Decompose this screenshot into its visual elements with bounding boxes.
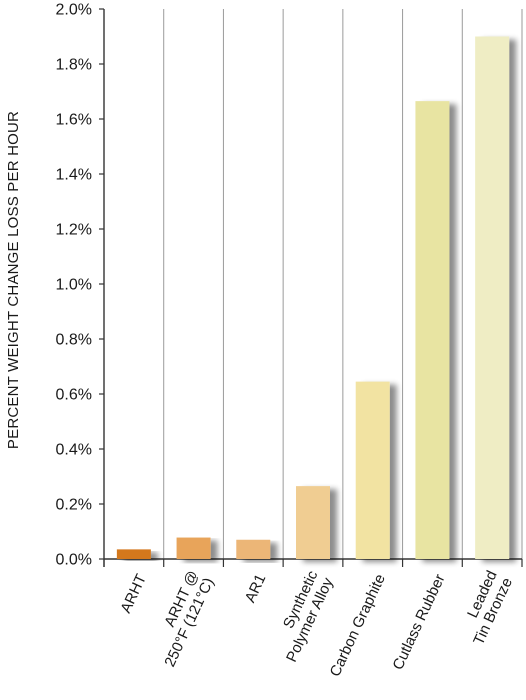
bar: [475, 36, 510, 559]
x-category-label-line: ARHT: [117, 572, 150, 616]
x-category-label-line: Carbon Graphite: [327, 572, 389, 680]
y-tick-label: 1.6%: [56, 112, 92, 129]
category-gridlines: [163, 9, 523, 559]
x-category-label: Carbon Graphite: [327, 572, 389, 680]
x-category-label: Cutlass Rubber: [389, 572, 448, 673]
y-tick-label: 0.0%: [56, 552, 92, 569]
y-tick-label: 0.2%: [56, 497, 92, 514]
y-tick-label: 1.8%: [56, 57, 92, 74]
bar: [236, 539, 271, 559]
x-category-label: LeadedTin Bronze: [455, 568, 516, 648]
y-tick-label: 1.2%: [56, 222, 92, 239]
x-category-labels: ARHT ARHT @250°F (121°C) AR1 SyntheticPolym…: [117, 568, 516, 680]
bar: [415, 101, 450, 559]
x-category-label: SyntheticPolymer Alloy: [268, 568, 337, 665]
axes: [99, 8, 523, 567]
bar: [176, 537, 211, 559]
x-category-label: ARHT: [117, 572, 150, 616]
x-category-label: AR1: [242, 572, 270, 606]
x-category-label: ARHT @250°F (121°C): [146, 568, 217, 670]
y-tick-label: 2.0%: [56, 2, 92, 19]
y-axis-title: PERCENT WEIGHT CHANGE LOSS PER HOUR: [5, 111, 22, 449]
y-tick-label: 1.0%: [56, 277, 92, 294]
bar: [355, 381, 390, 559]
bars: [116, 36, 510, 559]
y-tick-label: 0.8%: [56, 332, 92, 349]
y-tick-label: 0.6%: [56, 387, 92, 404]
x-category-label-line: AR1: [242, 572, 270, 606]
bar: [296, 486, 330, 559]
y-tick-label: 1.4%: [56, 167, 92, 184]
y-tick-label: 0.4%: [56, 442, 92, 459]
x-category-label-line: Cutlass Rubber: [389, 572, 448, 673]
y-tick-labels: 0.0% 0.2% 0.4% 0.6% 0.8% 1.0% 1.2% 1.4% 1.6% 1.8%…: [56, 2, 92, 569]
bar: [116, 549, 151, 559]
